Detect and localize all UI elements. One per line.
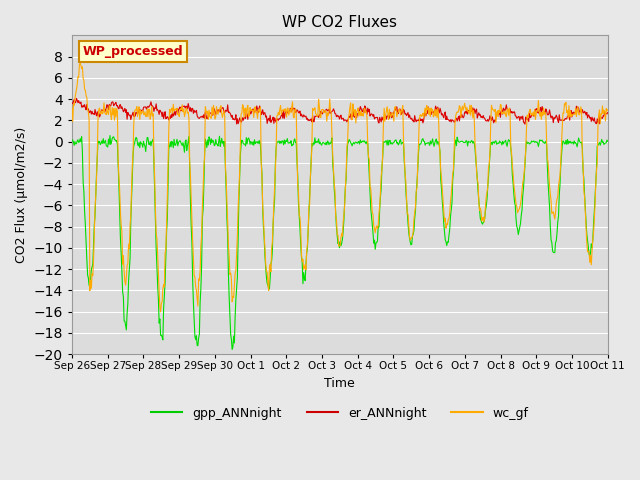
Y-axis label: CO2 Flux (μmol/m2/s): CO2 Flux (μmol/m2/s) <box>15 127 28 263</box>
Text: WP_processed: WP_processed <box>83 45 183 58</box>
Legend: gpp_ANNnight, er_ANNnight, wc_gf: gpp_ANNnight, er_ANNnight, wc_gf <box>146 402 534 425</box>
Title: WP CO2 Fluxes: WP CO2 Fluxes <box>282 15 397 30</box>
X-axis label: Time: Time <box>324 377 355 390</box>
